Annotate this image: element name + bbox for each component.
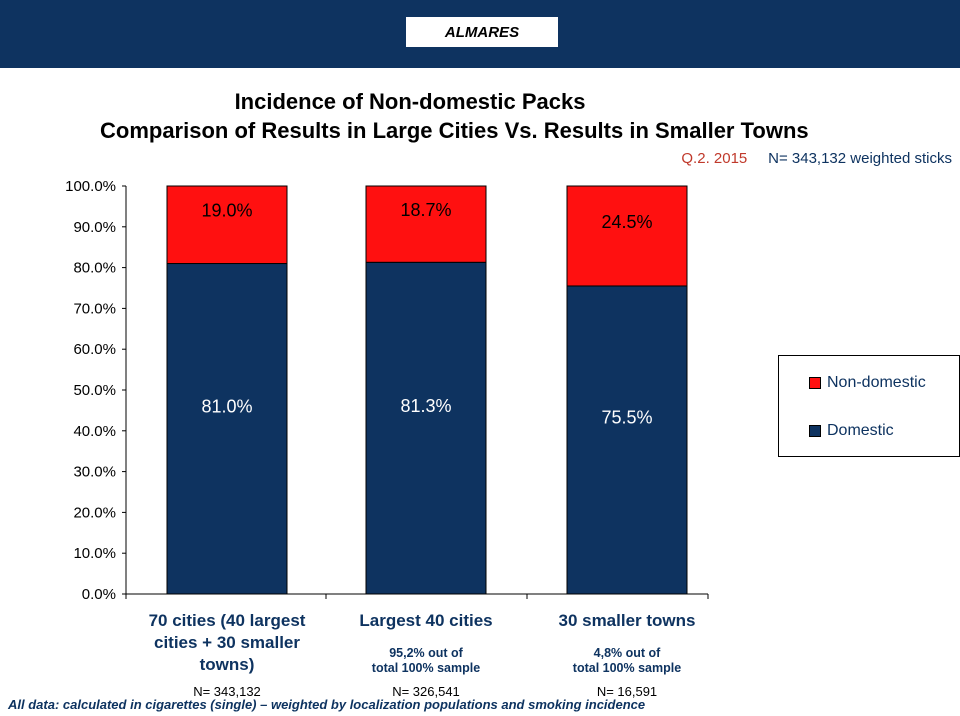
x-category-sample-size: N= 343,132 [193,684,261,699]
y-tick-label: 0.0% [82,586,116,603]
x-category-label: 30 smaller towns [532,610,722,632]
x-category-note-line: total 100% sample [572,661,682,675]
x-category-label-line: 30 smaller towns [558,611,696,630]
x-category-sample-size: N= 16,591 [596,684,658,699]
brand-name: ALMARES [444,23,520,41]
data-label-non-domestic: 19.0% [201,201,252,221]
x-category-note-line: 4,8% out of [593,646,661,660]
legend-swatch-non-domestic [809,377,821,389]
x-category-note: 4,8% out of total 100% sample [532,646,722,676]
y-tick-label: 50.0% [73,382,116,399]
x-category-note: 95,2% out of total 100% sample [331,646,521,676]
data-label-domestic: 75.5% [601,408,652,428]
x-category-label: Largest 40 cities [331,610,521,632]
subtitle-sample: N= 343,132 weighted sticks [768,150,952,167]
y-tick-label: 10.0% [73,545,116,562]
data-label-non-domestic: 18.7% [400,200,451,220]
y-tick-label: 100.0% [65,178,116,195]
footnote: All data: calculated in cigarettes (sing… [8,697,646,712]
x-category-note-line: 95,2% out of [389,646,463,660]
y-tick-label: 60.0% [73,341,116,358]
y-tick-label: 70.0% [73,300,116,317]
legend-item-domestic: Domestic [809,422,894,440]
y-tick-label: 40.0% [73,423,116,440]
data-label-domestic: 81.0% [201,396,252,416]
chart-legend: Non-domestic Domestic [778,355,960,457]
chart-subtitle: Q.2. 2015 N= 343,132 weighted sticks [681,150,952,167]
brand-logo-box: ALMARES [406,17,558,47]
x-category-note-line: total 100% sample [371,661,481,675]
x-category-sample-size: N= 326,541 [392,684,460,699]
legend-swatch-domestic [809,425,821,437]
legend-label-non-domestic: Non-domestic [827,374,926,391]
data-label-domestic: 81.3% [400,396,451,416]
x-category-label-line: towns) [199,655,255,674]
chart-title-line-1: Incidence of Non-domestic Packs [234,89,586,114]
legend-label-domestic: Domestic [827,422,894,439]
y-tick-label: 30.0% [73,464,116,481]
chart-title-line-2: Comparison of Results in Large Cities Vs… [100,118,809,143]
bar-domestic [566,285,688,595]
x-category-label: 70 cities (40 largest cities + 30 smaller… [132,610,322,676]
x-category-label-line: 70 cities (40 largest [148,611,306,630]
bar-non-domestic [166,185,288,265]
data-label-non-domestic: 24.5% [601,212,652,232]
bar-non-domestic [566,185,688,287]
subtitle-period: Q.2. 2015 [681,150,748,167]
header-banner: ALMARES [0,0,960,68]
legend-item-non-domestic: Non-domestic [809,374,926,392]
bar-non-domestic [365,185,487,263]
y-tick-label: 20.0% [73,504,116,521]
bar-domestic [166,263,288,595]
x-category-label-line: Largest 40 cities [359,611,493,630]
x-category-label-line: cities + 30 smaller [153,633,301,652]
bar-domestic [365,261,487,595]
y-tick-label: 90.0% [73,219,116,236]
y-tick-label: 80.0% [73,260,116,277]
